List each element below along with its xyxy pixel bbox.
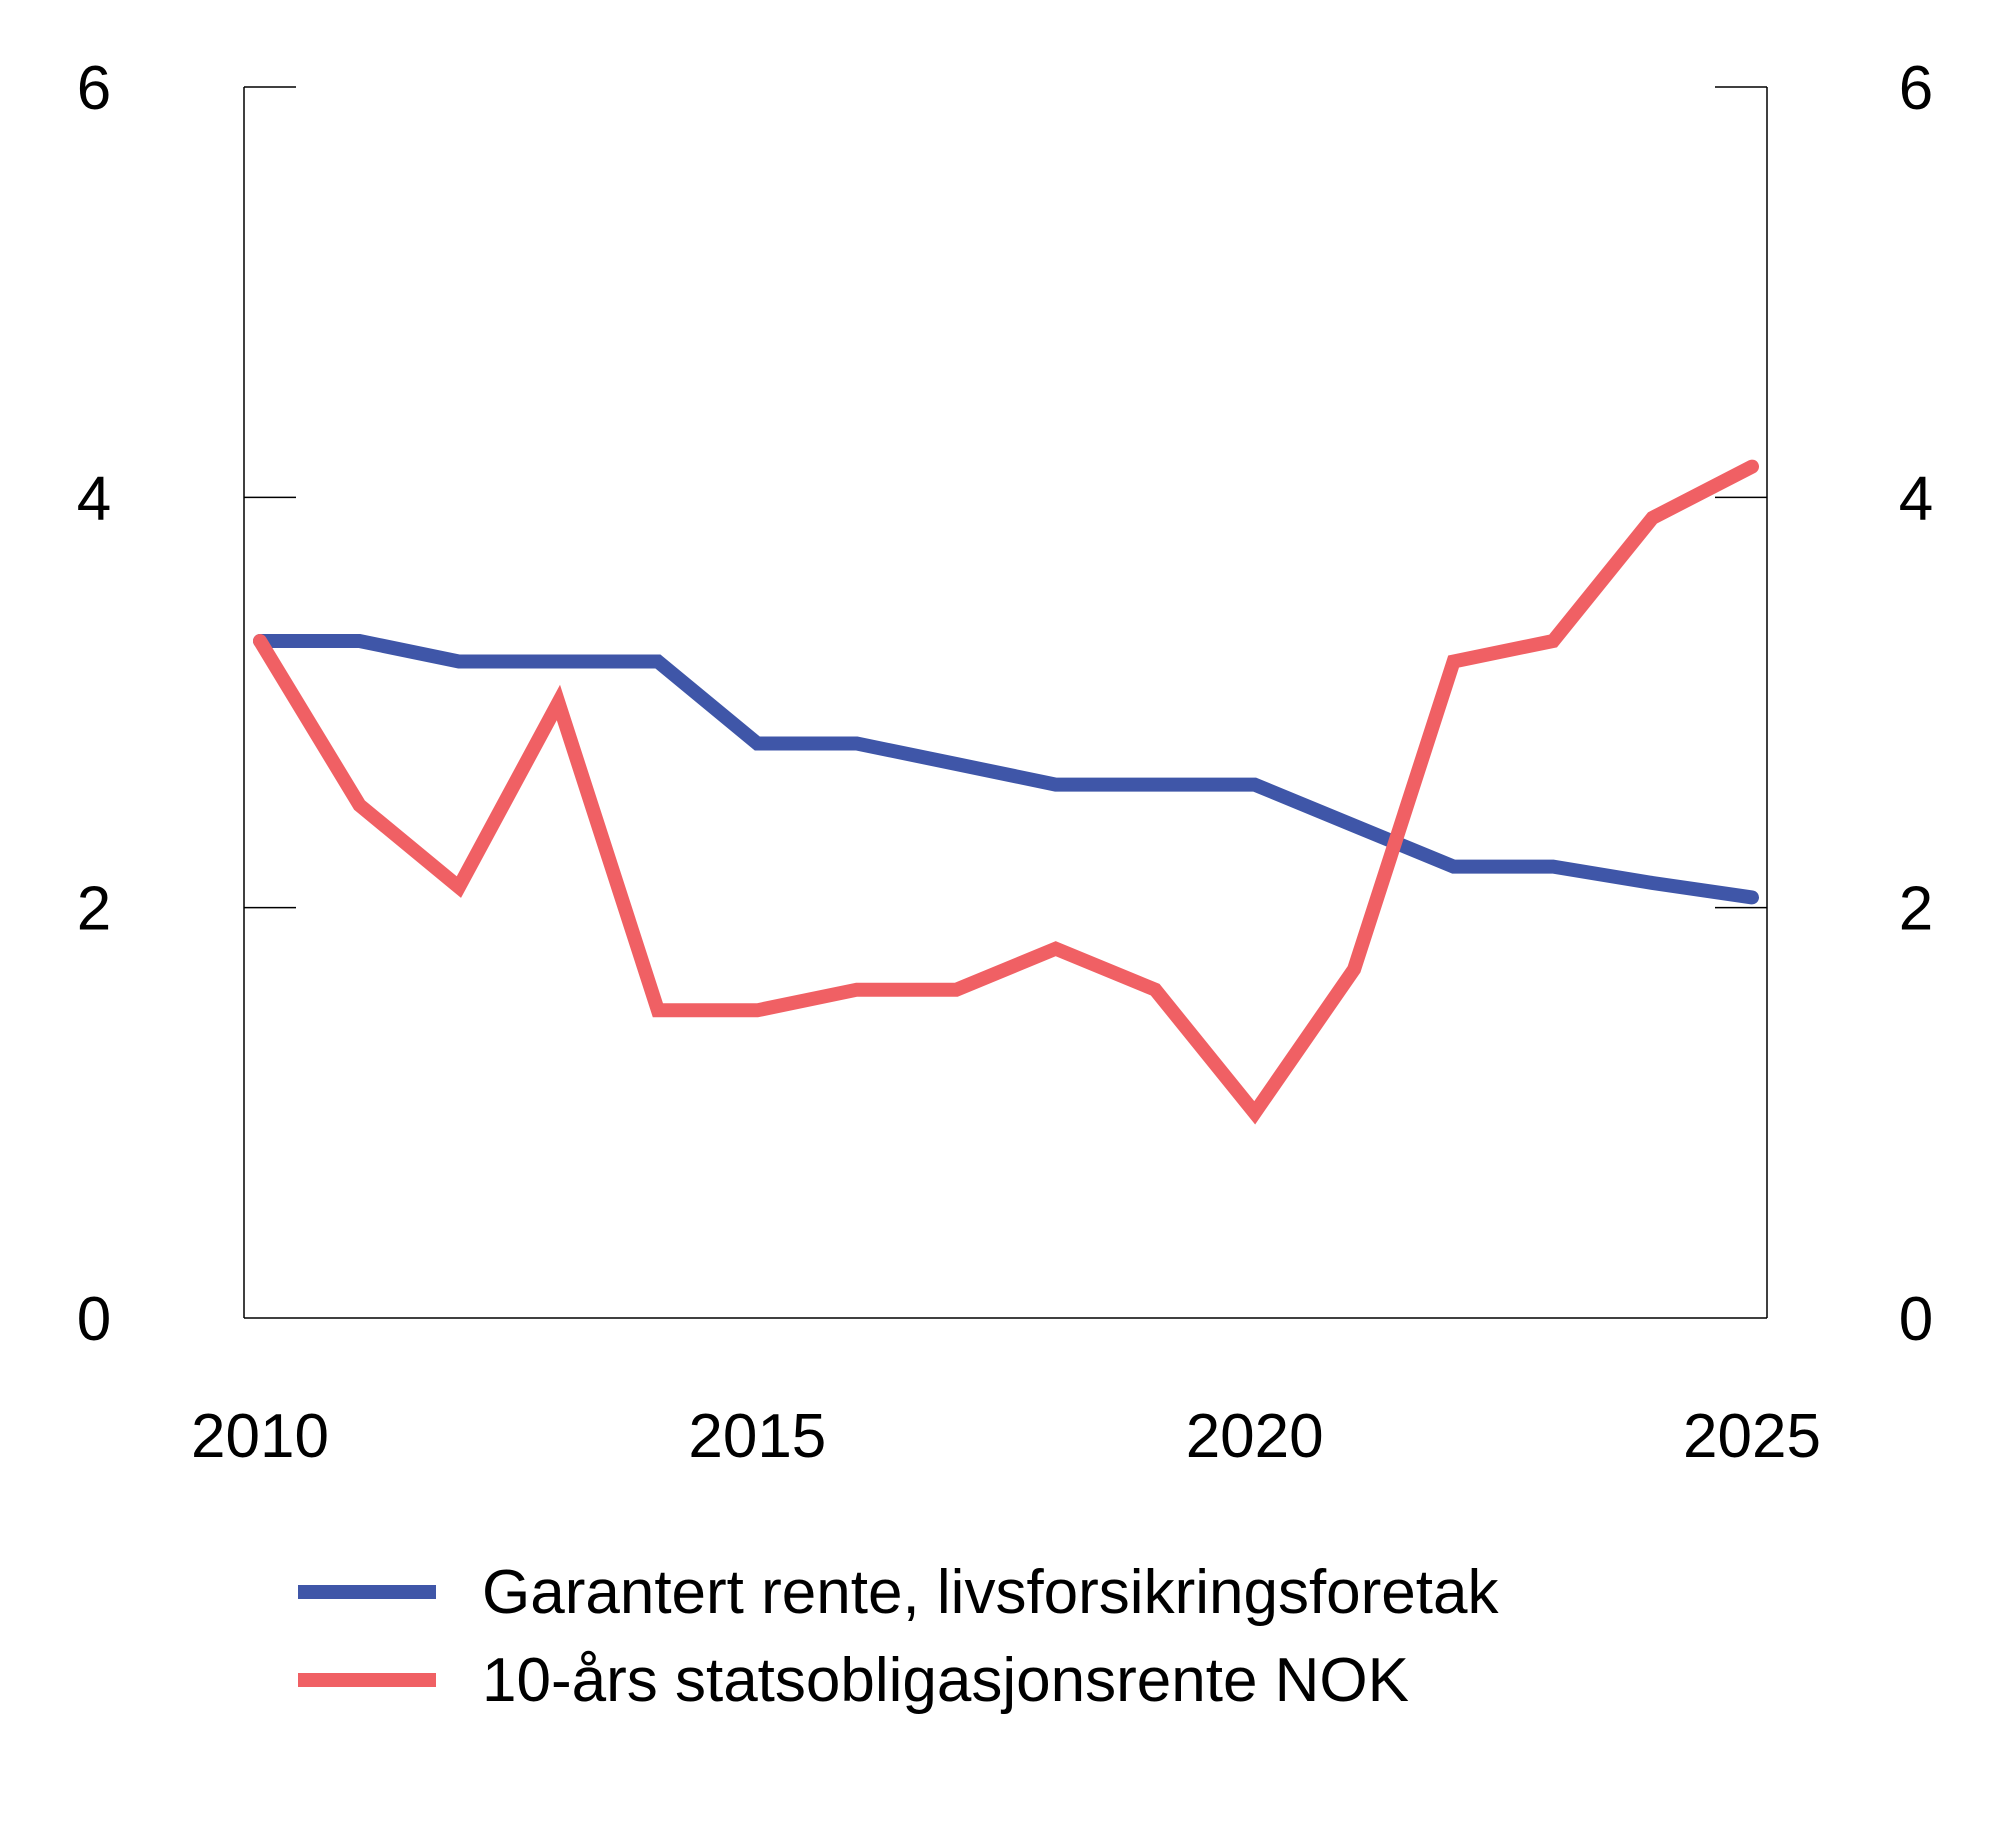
x-tick-label: 2025	[1683, 1402, 1821, 1471]
y-tick-label-left: 2	[77, 875, 111, 944]
y-tick-label-left: 0	[77, 1285, 111, 1354]
series-line-2	[253, 459, 1759, 1125]
axes: 0 0 2 2 4 4 6 6 2010 2015 2020 2025	[77, 54, 1933, 1471]
legend: Garantert rente, livsforsikringsforetak 1…	[298, 1558, 1499, 1715]
y-tick-label-right: 4	[1899, 464, 1933, 533]
legend-label: 10-års statsobligasjonsrente NOK	[482, 1646, 1409, 1715]
y-tick-label-left: 6	[77, 54, 111, 123]
legend-label: Garantert rente, livsforsikringsforetak	[482, 1558, 1499, 1627]
y-tick-label-right: 2	[1899, 875, 1933, 944]
series-line-1	[253, 634, 1759, 905]
y-tick-label-left: 4	[77, 464, 111, 533]
x-tick-label: 2010	[191, 1402, 329, 1471]
x-tick-label: 2020	[1186, 1402, 1324, 1471]
y-tick-label-right: 6	[1899, 54, 1933, 123]
y-tick-label-right: 0	[1899, 1285, 1933, 1354]
series-lines	[253, 459, 1759, 1125]
x-tick-label: 2015	[688, 1402, 826, 1471]
